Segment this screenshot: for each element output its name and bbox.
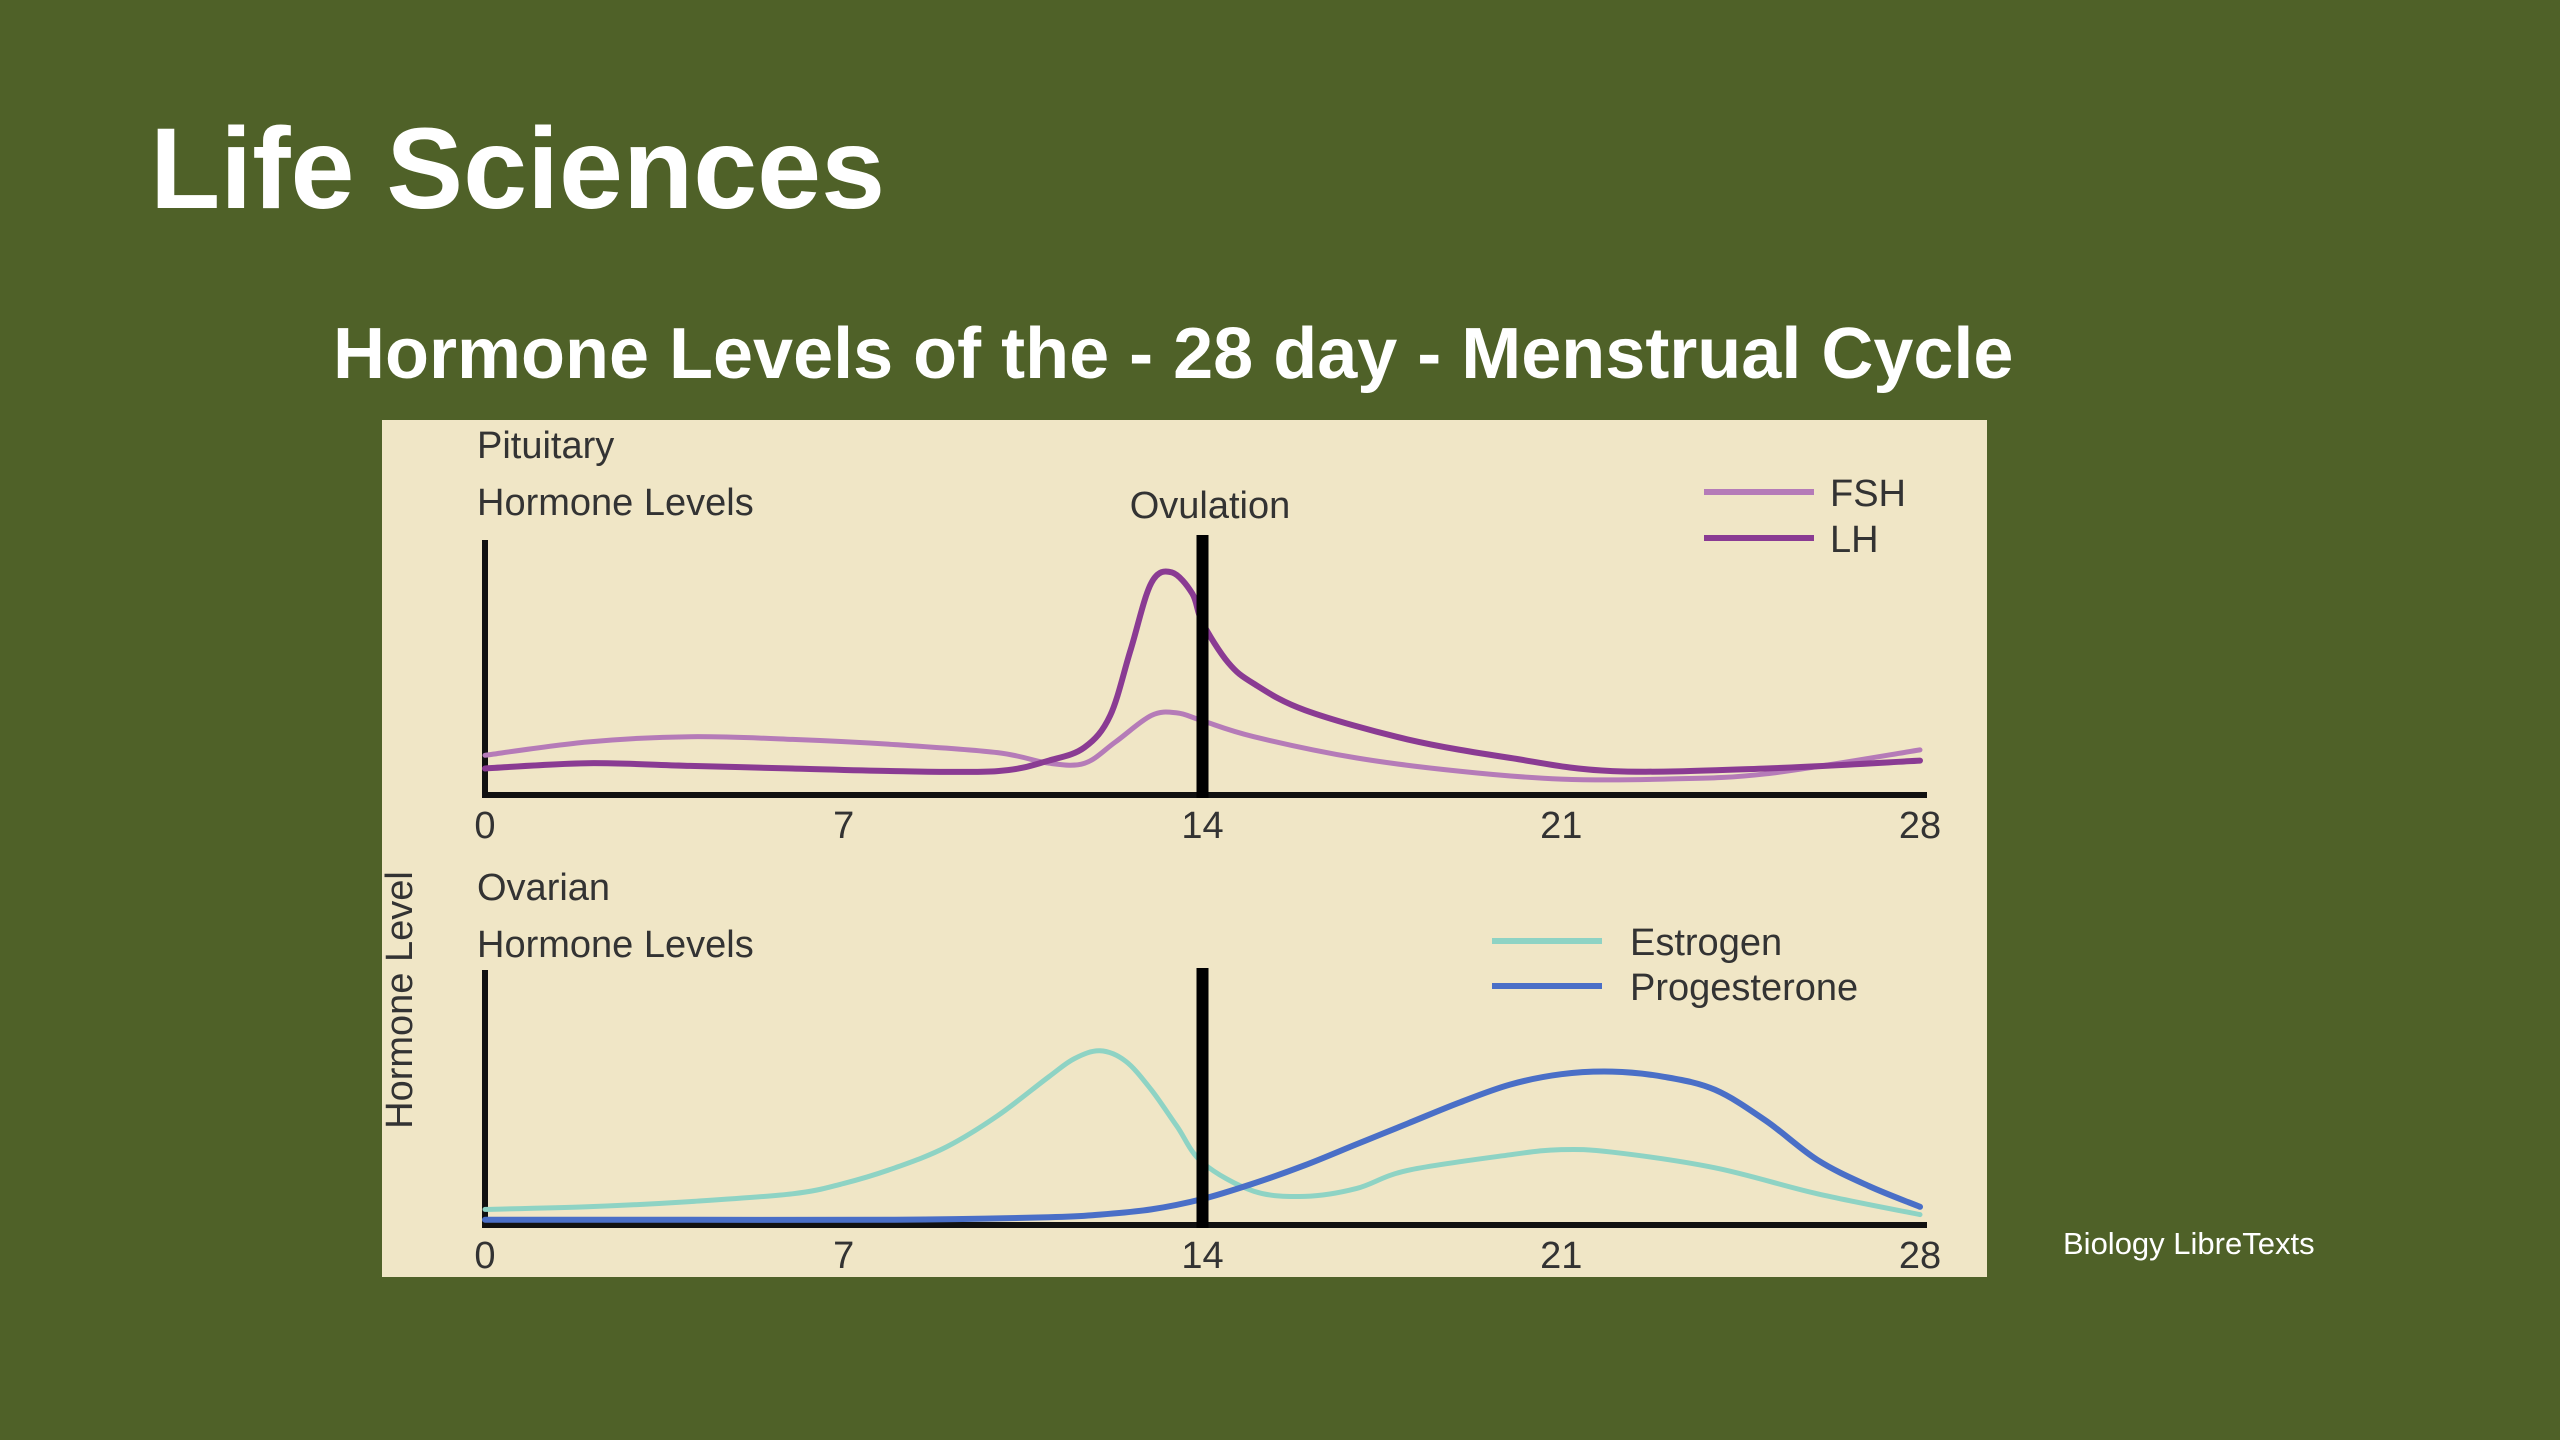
- chart-title: Hormone Levels of the - 28 day - Menstru…: [333, 314, 2014, 394]
- legend-progesterone-label: Progesterone: [1630, 967, 1858, 1009]
- ovarian-panel: Ovarian Hormone Levels 0 7 14 21 28 Estr…: [474, 867, 1941, 1277]
- lh-series-line: [482, 568, 1923, 776]
- pituitary-legend: FSH LH: [1704, 473, 1906, 561]
- pituitary-xtick-28: 28: [1899, 805, 1941, 847]
- fsh-series-line: [482, 709, 1923, 783]
- pituitary-panel: Pituitary Hormone Levels Ovulation 0 7 1…: [474, 425, 1941, 847]
- source-credit: Biology LibreTexts: [2063, 1226, 2315, 1261]
- pituitary-label-line1: Pituitary: [477, 425, 614, 467]
- pituitary-x-tick-labels: 0 7 14 21 28: [474, 805, 1941, 847]
- legend-fsh-label: FSH: [1830, 473, 1906, 515]
- ovarian-label-line2: Hormone Levels: [477, 924, 754, 966]
- ovarian-xtick-7: 7: [833, 1235, 854, 1277]
- estrogen-series-line: [482, 1048, 1923, 1218]
- pituitary-xtick-14: 14: [1181, 805, 1223, 847]
- ovarian-x-tick-labels: 0 7 14 21 28: [474, 1235, 1941, 1277]
- ovarian-legend: Estrogen Progesterone: [1492, 922, 1858, 1009]
- ovarian-lines: [482, 1048, 1923, 1223]
- pituitary-xtick-21: 21: [1540, 805, 1582, 847]
- pituitary-xtick-0: 0: [474, 805, 495, 847]
- hormone-chart: Hormone Level Pituitary Hormone Levels O…: [382, 425, 1941, 1277]
- pituitary-xtick-7: 7: [833, 805, 854, 847]
- ovarian-xtick-0: 0: [474, 1235, 495, 1277]
- chart-panel: Hormone Level Pituitary Hormone Levels O…: [382, 420, 1987, 1277]
- ovarian-xtick-28: 28: [1899, 1235, 1941, 1277]
- y-axis-label: Hormone Level: [382, 871, 421, 1129]
- ovarian-label-line1: Ovarian: [477, 867, 610, 909]
- legend-estrogen-label: Estrogen: [1630, 922, 1782, 964]
- ovulation-label: Ovulation: [1130, 485, 1291, 527]
- ovarian-xtick-14: 14: [1181, 1235, 1223, 1277]
- pituitary-lines: [482, 568, 1923, 783]
- progesterone-series-line: [482, 1068, 1923, 1223]
- pituitary-label-line2: Hormone Levels: [477, 482, 754, 524]
- legend-lh-label: LH: [1830, 519, 1879, 561]
- ovarian-xtick-21: 21: [1540, 1235, 1582, 1277]
- slide-title: Life Sciences: [150, 105, 886, 233]
